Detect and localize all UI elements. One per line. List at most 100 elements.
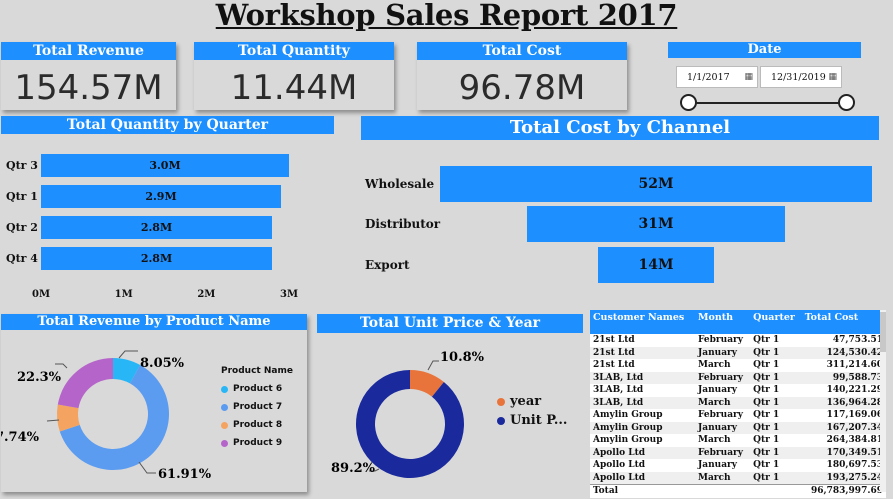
- unit-legend: year Unit P...: [497, 392, 567, 430]
- channel-funnel-chart: Wholesale 52M Distributor 31M Export 14M: [360, 150, 880, 290]
- table-cell: March: [695, 434, 751, 447]
- product-donut-panel: Total Revenue by Product Name 8.05% 61.91…: [1, 314, 307, 492]
- table-cell: January: [695, 459, 751, 472]
- table-cell: Apollo Ltd: [590, 446, 696, 459]
- table-row[interactable]: 3LAB, Ltd March Qtr 1 136,964.28: [590, 396, 886, 409]
- quarter-bar[interactable]: 2.9M: [41, 185, 281, 208]
- table-header-cell[interactable]: Total Cost: [801, 310, 886, 334]
- product-donut-slice[interactable]: [113, 358, 141, 384]
- table-row[interactable]: 21st Ltd January Qtr 1 124,530.42: [590, 346, 886, 359]
- table-cell: 3LAB, Ltd: [590, 371, 696, 384]
- table-header-cell[interactable]: Customer Names: [590, 310, 696, 334]
- unit-donut-slice[interactable]: [356, 370, 464, 478]
- kpi-card-cost[interactable]: Total Cost 96.78M: [417, 42, 627, 110]
- table-cell: Qtr 1: [750, 359, 802, 372]
- kpi-quantity-label: Total Quantity: [194, 42, 394, 60]
- calendar-icon[interactable]: ▦: [744, 72, 753, 82]
- table-cell: February: [695, 371, 751, 384]
- product-donut-slice[interactable]: [57, 358, 113, 409]
- table-row[interactable]: 3LAB, Ltd February Qtr 1 99,588.73: [590, 371, 886, 384]
- channel-bar[interactable]: 14M: [598, 247, 714, 283]
- calendar-icon[interactable]: ▦: [828, 72, 837, 82]
- table-header-cell[interactable]: Month: [695, 310, 751, 334]
- table-cell: 264,384.81: [801, 434, 886, 447]
- table-cell: March: [695, 471, 751, 485]
- table-header-cell[interactable]: Quarter: [750, 310, 802, 334]
- leader-line: [118, 350, 138, 359]
- table-row[interactable]: 21st Ltd February Qtr 1 47,753.51: [590, 334, 886, 347]
- quarter-chart-title: Total Quantity by Quarter: [1, 116, 334, 134]
- table-cell: Qtr 1: [750, 396, 802, 409]
- table-cell: 124,530.42: [801, 346, 886, 359]
- legend-item-unit[interactable]: Unit P...: [497, 411, 567, 430]
- table-total-label: Total: [590, 484, 696, 498]
- leader-line: [369, 468, 380, 472]
- kpi-card-quantity[interactable]: Total Quantity 11.44M: [194, 42, 394, 110]
- product-donut-slice[interactable]: [59, 365, 169, 470]
- channel-bar-value: 31M: [638, 216, 674, 232]
- table-cell: [750, 484, 802, 498]
- quarter-bar-chart: Qtr 3 3.0M Qtr 1 2.9M Qtr 2 2.8M Qtr 4 2.8M 0M 1M…: [0, 140, 305, 305]
- table-scrollbar[interactable]: [880, 310, 886, 492]
- legend-item-product[interactable]: Product 9: [221, 434, 305, 452]
- quarter-bar[interactable]: 2.8M: [41, 247, 272, 270]
- legend-item-unit[interactable]: year: [497, 392, 567, 411]
- unit-donut-panel: Total Unit Price & Year 10.8% 89.2% year U…: [317, 314, 583, 492]
- kpi-cost-label: Total Cost: [417, 42, 627, 60]
- report-title: Workshop Sales Report 2017: [215, 0, 678, 32]
- quarter-bar-value: 2.8M: [140, 252, 173, 265]
- table-cell: February: [695, 446, 751, 459]
- quarter-bar-value: 2.8M: [140, 221, 173, 234]
- legend-label: Product 9: [233, 438, 283, 448]
- legend-dot: [497, 416, 505, 425]
- date-end-input[interactable]: 12/31/2019 ▦: [760, 66, 842, 88]
- quarter-bar[interactable]: 2.8M: [41, 216, 272, 239]
- date-range-track[interactable]: [688, 102, 847, 104]
- table-cell: 3LAB, Ltd: [590, 384, 696, 397]
- leader-line: [46, 419, 60, 422]
- product-donut-slice[interactable]: [56, 404, 80, 432]
- kpi-card-revenue[interactable]: Total Revenue 154.57M: [1, 42, 176, 110]
- table-cell: 167,207.34: [801, 421, 886, 434]
- legend-title: Product Name: [221, 366, 293, 376]
- date-range-end-handle[interactable]: [838, 94, 855, 111]
- table-row[interactable]: Apollo Ltd January Qtr 1 180,697.53: [590, 459, 886, 472]
- legend-dot: [221, 421, 228, 429]
- date-end-value: 12/31/2019: [771, 71, 826, 83]
- table-row[interactable]: Amylin Group January Qtr 1 167,207.34: [590, 421, 886, 434]
- slice-label-product-6: 8.05%: [140, 356, 185, 371]
- table-cell: 21st Ltd: [590, 334, 696, 347]
- table-cell: Qtr 1: [750, 371, 802, 384]
- channel-bar[interactable]: 52M: [440, 166, 872, 202]
- legend-dot: [221, 439, 228, 447]
- quarter-label: Qtr 2: [6, 221, 38, 234]
- slice-label-product-8: 7.74%: [1, 430, 40, 445]
- table-cell: Amylin Group: [590, 409, 696, 422]
- quarter-bar[interactable]: 3.0M: [41, 154, 289, 177]
- date-start-input[interactable]: 1/1/2017 ▦: [676, 66, 758, 88]
- legend-item-product[interactable]: Product 7: [221, 398, 305, 416]
- table-row[interactable]: Amylin Group February Qtr 1 117,169.06: [590, 409, 886, 422]
- table-row[interactable]: Amylin Group March Qtr 1 264,384.81: [590, 434, 886, 447]
- quarter-axis-tick: 1M: [114, 289, 133, 300]
- unit-donut-slice[interactable]: [410, 370, 444, 397]
- table-cell: Qtr 1: [750, 346, 802, 359]
- date-slicer: Date 1/1/2017 ▦ 12/31/2019 ▦: [668, 42, 861, 117]
- table-row[interactable]: 3LAB, Ltd January Qtr 1 140,221.29: [590, 384, 886, 397]
- table-cell: January: [695, 346, 751, 359]
- table-row[interactable]: 21st Ltd March Qtr 1 311,214.60: [590, 359, 886, 372]
- kpi-revenue-label: Total Revenue: [1, 42, 176, 60]
- table-row[interactable]: Apollo Ltd February Qtr 1 170,349.51: [590, 446, 886, 459]
- table-cell: 99,588.73: [801, 371, 886, 384]
- table-cell: 136,964.28: [801, 396, 886, 409]
- channel-bar[interactable]: 31M: [527, 206, 785, 242]
- legend-item-product[interactable]: Product 8: [221, 416, 305, 434]
- legend-item-product[interactable]: Product 6: [221, 380, 305, 398]
- table-scrollbar-thumb[interactable]: [880, 312, 886, 352]
- table-cell: 21st Ltd: [590, 346, 696, 359]
- product-donut-chart: 8.05% 61.91% 7.74% 22.3%: [1, 350, 212, 482]
- channel-chart-title: Total Cost by Channel: [361, 116, 879, 140]
- slice-label-unit-price: 89.2%: [331, 461, 376, 476]
- table-row[interactable]: Apollo Ltd March Qtr 1 193,275.24: [590, 471, 886, 485]
- date-range-start-handle[interactable]: [680, 94, 697, 111]
